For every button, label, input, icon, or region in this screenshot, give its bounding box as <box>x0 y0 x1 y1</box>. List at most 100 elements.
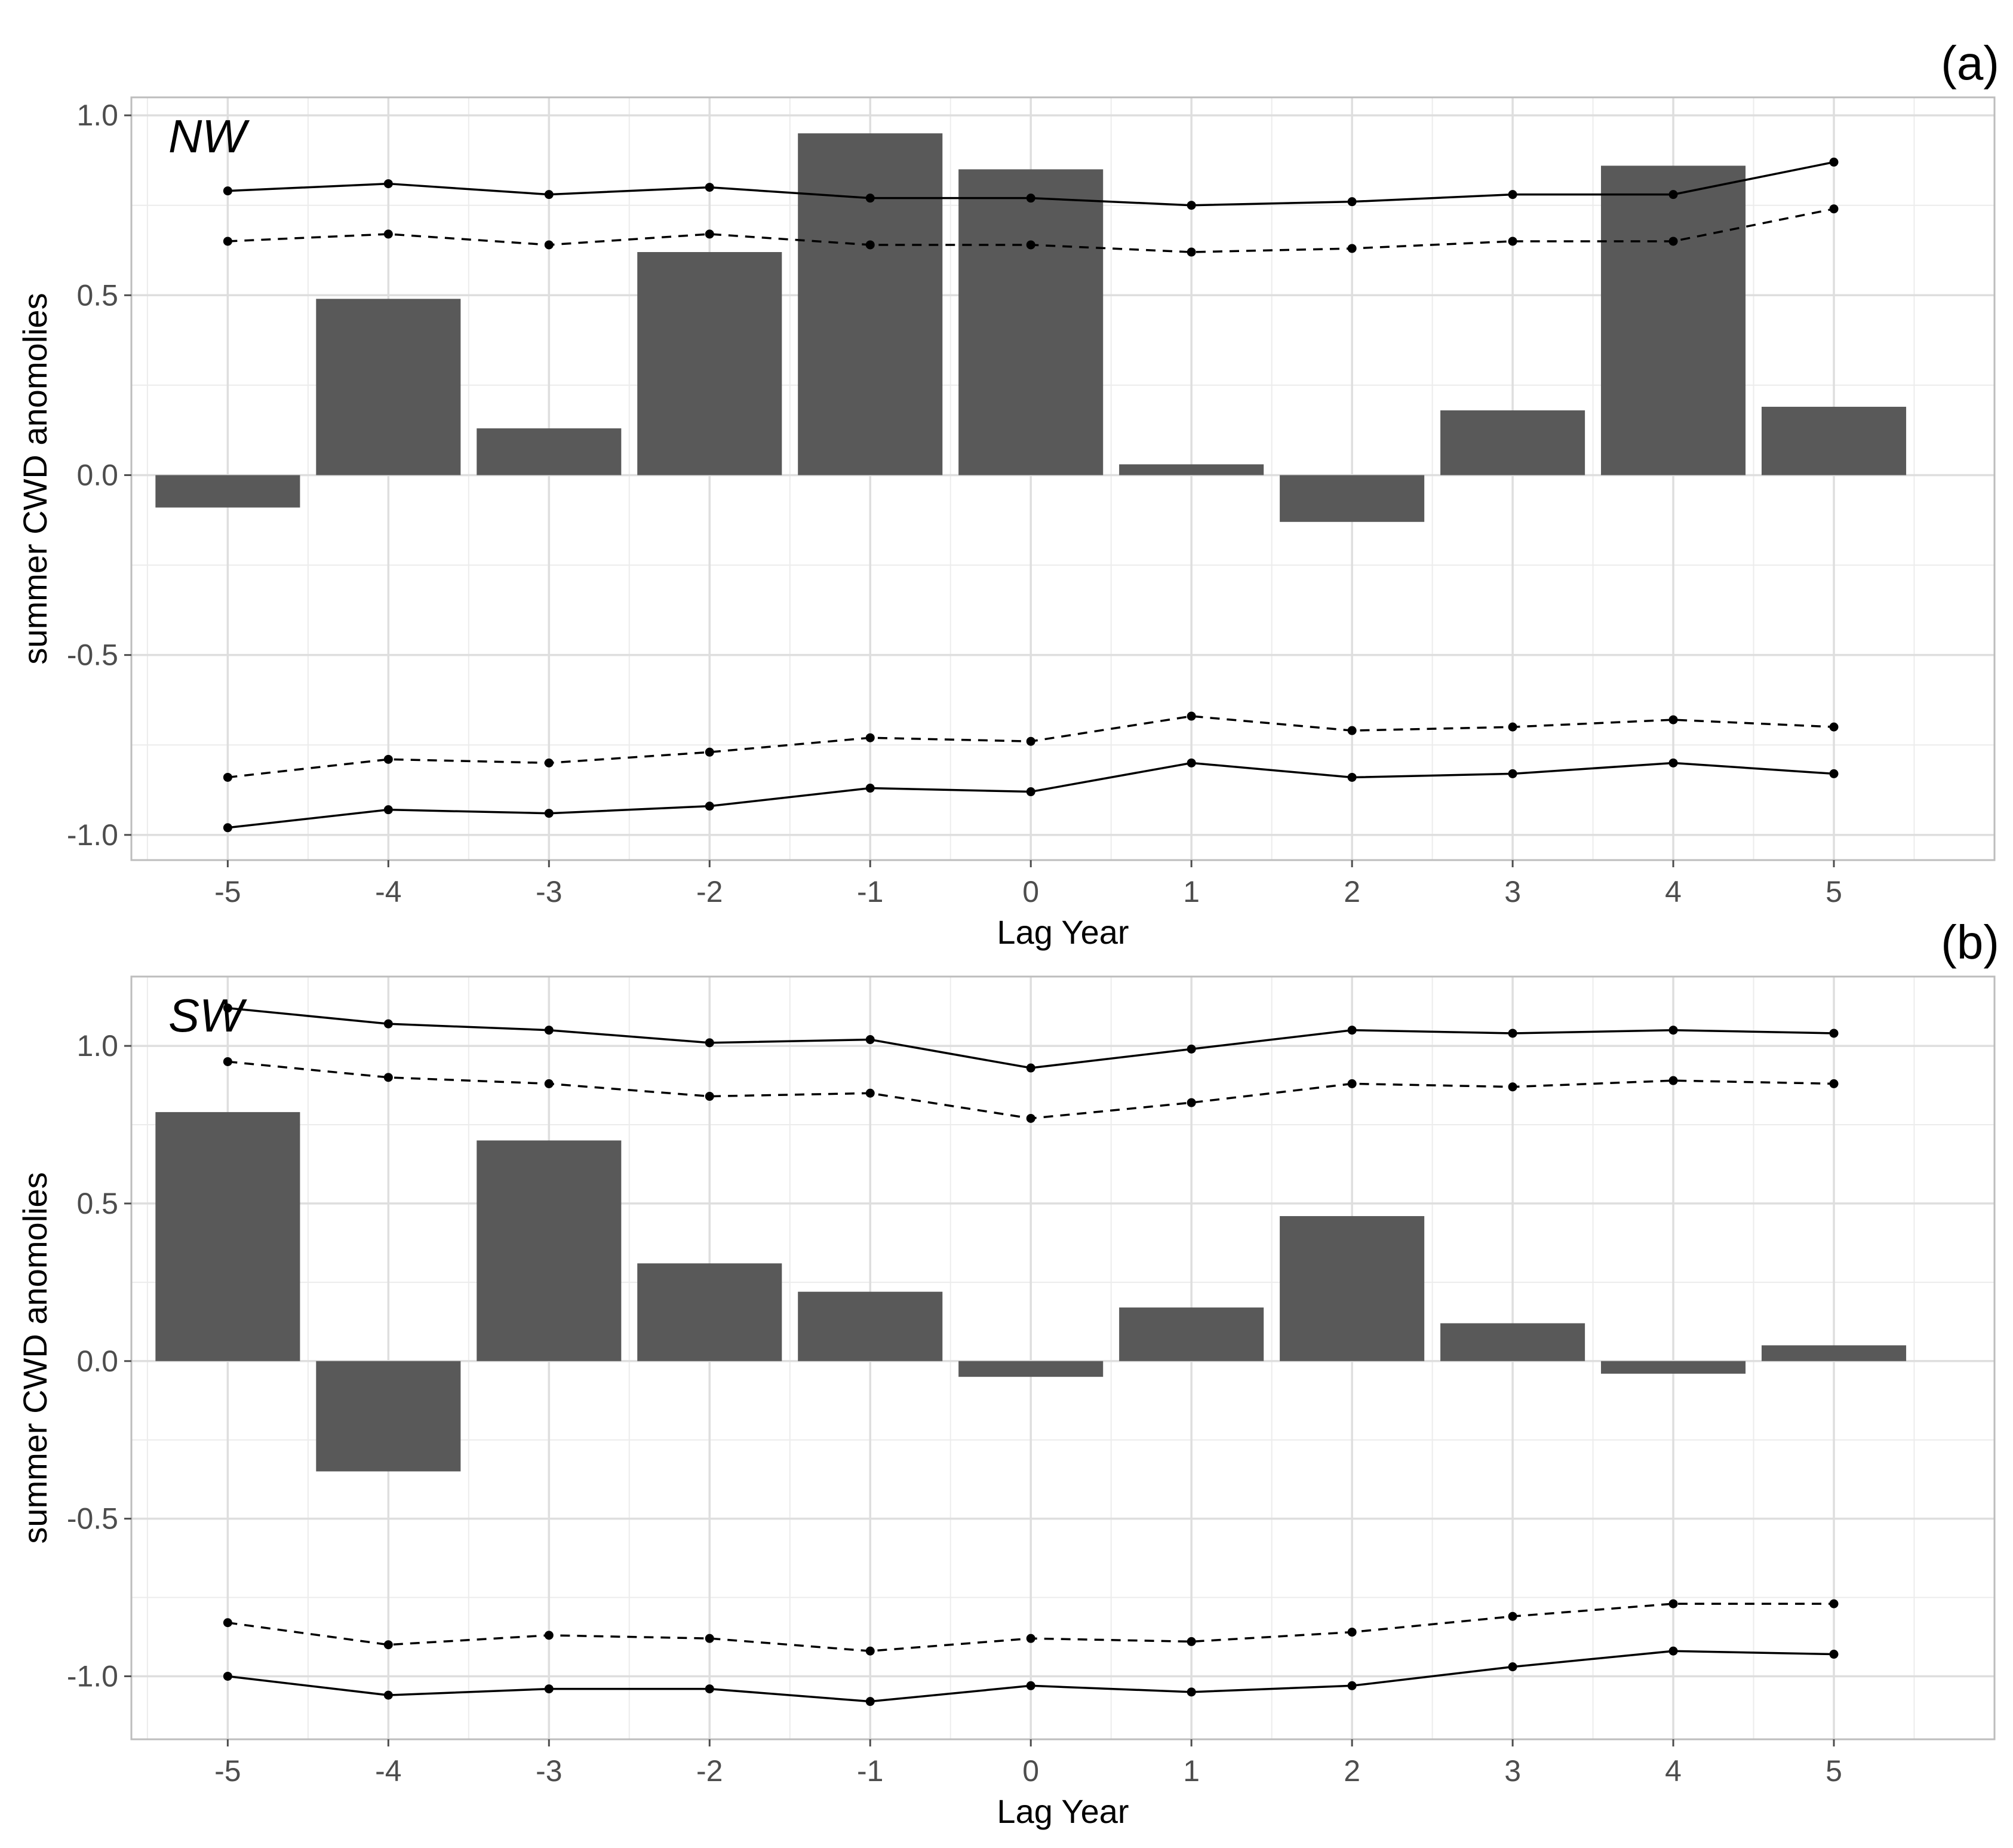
chart-0-line-3-point <box>1829 769 1839 778</box>
chart-0-x-tick-label: 0 <box>1022 875 1039 908</box>
chart-1-bar-lag--4 <box>316 1361 461 1472</box>
chart-1-line-0-point <box>223 1003 232 1013</box>
chart-0-x-tick-label: 1 <box>1183 875 1200 908</box>
chart-0-line-0-point <box>1668 190 1678 199</box>
chart-1-x-tick-label: -5 <box>214 1754 241 1788</box>
chart-1-line-1-point <box>1187 1098 1196 1107</box>
chart-0-line-1-point <box>1668 237 1678 246</box>
chart-1-x-tick-label: -2 <box>696 1754 723 1788</box>
chart-1-bar-lag-3 <box>1440 1323 1585 1361</box>
chart-1-x-tick-label: 4 <box>1665 1754 1682 1788</box>
chart-0-line-2-point <box>1508 722 1517 732</box>
chart-1-line-0-point <box>1829 1029 1839 1038</box>
chart-0-line-2-point <box>1829 722 1839 732</box>
chart-0-x-axis-title: Lag Year <box>997 913 1129 951</box>
chart-1-x-tick-label: 0 <box>1022 1754 1039 1788</box>
chart-0-x-tick-label: -5 <box>214 875 241 908</box>
chart-1-line-0-point <box>1187 1044 1196 1054</box>
chart-0-bar-lag--5 <box>155 475 300 508</box>
chart-0-bar-lag-0 <box>958 169 1104 475</box>
chart-0-y-tick-label: -1.0 <box>67 818 118 852</box>
chart-1-line-0-point <box>1668 1026 1678 1035</box>
chart-1-line-3-point <box>1508 1662 1517 1672</box>
chart-0-bar-lag-1 <box>1119 464 1264 475</box>
chart-1-line-1-point <box>1829 1079 1839 1088</box>
chart-1-line-1-point <box>705 1092 714 1101</box>
chart-1-panel-border <box>130 975 1996 1740</box>
chart-0-line-2-point <box>223 772 232 782</box>
chart-0-bar-lag--1 <box>798 133 943 475</box>
chart-1-line-0-point <box>1026 1063 1035 1073</box>
chart-0-line-0-point <box>1508 190 1517 199</box>
chart-1-line-3-point <box>1187 1687 1196 1697</box>
chart-1-line-3-point <box>223 1671 232 1681</box>
chart-0-line-3-point <box>1026 787 1035 797</box>
chart-0-x-tick-label: 5 <box>1825 875 1842 908</box>
chart-0-line-3-point <box>223 823 232 833</box>
chart-1-line-2-point <box>1668 1599 1678 1608</box>
chart-1-line-3-point <box>383 1690 393 1700</box>
chart-1-line-0-point <box>544 1026 554 1035</box>
chart-1-x-tick-label: -4 <box>375 1754 401 1788</box>
chart-1-bar-lag--3 <box>477 1140 622 1361</box>
chart-1-line-3-point <box>865 1697 875 1706</box>
chart-1-bar-lag-2 <box>1280 1216 1425 1361</box>
chart-0-bar-lag-3 <box>1440 410 1585 475</box>
chart-0-line-0-point <box>223 186 232 196</box>
chart-1-line-0-point <box>705 1038 714 1048</box>
chart-0-line-3-point <box>705 802 714 811</box>
chart-1-line-1-point <box>1347 1079 1357 1088</box>
chart-0-panel-tag: (a) <box>1941 36 1999 90</box>
chart-1-line-3-point <box>1668 1646 1678 1656</box>
chart-0-line-0-point <box>865 194 875 203</box>
chart-0-line-3-point <box>1508 769 1517 778</box>
chart-0-line-2-point <box>1668 715 1678 725</box>
chart-1-bar-lag--2 <box>637 1263 782 1361</box>
chart-0-x-tick-label: -3 <box>536 875 562 908</box>
chart-1-line-0-point <box>865 1035 875 1045</box>
chart-1-region-label: SW <box>168 989 247 1042</box>
chart-0-bar-lag--4 <box>316 299 461 475</box>
chart-1-line-0-point <box>1508 1029 1517 1038</box>
chart-1-line-0-point <box>1347 1026 1357 1035</box>
chart-1-line-2-point <box>544 1631 554 1640</box>
chart-0-x-tick-label: 4 <box>1665 875 1682 908</box>
chart-0-line-2-point <box>865 733 875 742</box>
chart-1-x-tick-label: 3 <box>1504 1754 1521 1788</box>
chart-1-line-2-point <box>383 1640 393 1650</box>
chart-1-y-tick-label: 0.0 <box>76 1344 118 1378</box>
chart-1-x-axis-title: Lag Year <box>997 1792 1129 1830</box>
chart-0-x-tick-label: -1 <box>857 875 883 908</box>
chart-0-line-3-point <box>1668 758 1678 768</box>
chart-1-line-1-point <box>383 1073 393 1082</box>
chart-0-x-tick-label: -2 <box>696 875 723 908</box>
chart-1-x-tick-label: 5 <box>1825 1754 1842 1788</box>
chart-1-line-2-point <box>1187 1637 1196 1646</box>
chart-1-x-tick-label: -3 <box>536 1754 562 1788</box>
chart-1-line-2-point <box>1829 1599 1839 1608</box>
chart-0-line-0-point <box>383 179 393 189</box>
chart-0-y-tick-label: 1.0 <box>76 99 118 132</box>
chart-1-bar-lag--1 <box>798 1291 943 1361</box>
chart-1-line-1-point <box>1026 1113 1035 1123</box>
chart-1-bar-lag-4 <box>1601 1361 1746 1374</box>
chart-0-line-0-point <box>1829 157 1839 167</box>
chart-1-line-2-point <box>1508 1611 1517 1621</box>
chart-0-line-1-point <box>544 240 554 250</box>
chart-1-y-tick-label: -1.0 <box>67 1659 118 1693</box>
chart-1-bar-lag-1 <box>1119 1307 1264 1361</box>
chart-0-line-1-point <box>1347 244 1357 253</box>
chart-1-x-tick-label: -1 <box>857 1754 883 1788</box>
chart-0-y-tick-label: -0.5 <box>67 638 118 672</box>
chart-0-bar-lag--3 <box>477 428 622 475</box>
chart-0-line-3-point <box>383 805 393 815</box>
chart-1-line-3-point <box>544 1684 554 1694</box>
chart-0-bar-lag-2 <box>1280 475 1425 522</box>
chart-1-line-2-point <box>1026 1634 1035 1643</box>
chart-0-line-0-point <box>1347 197 1357 207</box>
chart-0-line-1-point <box>1508 237 1517 246</box>
chart-1-y-axis-title: summer CWD anomolies <box>16 1172 54 1543</box>
chart-0-line-1-point <box>383 229 393 239</box>
panel-b-sw: -1.0 -0.5 0.0 0.5 1.0 -5 -4 -3 -2 -1 0 1 2 3 4 5 Lag Yea… <box>16 916 1999 1830</box>
